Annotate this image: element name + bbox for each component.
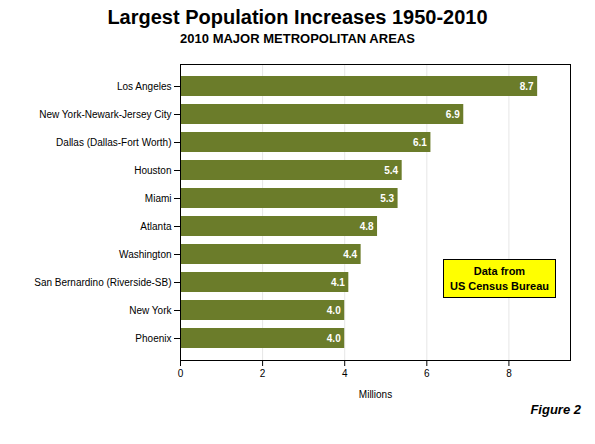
svg-text:5.3: 5.3 <box>380 193 394 204</box>
svg-text:5.4: 5.4 <box>384 165 398 176</box>
svg-text:4.0: 4.0 <box>327 333 341 344</box>
html-text:Figure 2: Figure 2 <box>530 402 581 417</box>
svg-text:Miami: Miami <box>145 193 172 204</box>
svg-text:Washington: Washington <box>119 249 171 260</box>
svg-text:Atlanta: Atlanta <box>140 221 172 232</box>
html-text:Largest Population Increases 1: Largest Population Increases 1950-2010 <box>107 6 488 28</box>
svg-text:0: 0 <box>178 368 184 379</box>
svg-text:Los Angeles: Los Angeles <box>117 81 172 92</box>
svg-text:2: 2 <box>260 368 266 379</box>
svg-text:San Bernardino (Riverside-SB): San Bernardino (Riverside-SB) <box>34 277 171 288</box>
svg-text:4.8: 4.8 <box>360 221 374 232</box>
svg-text:6.1: 6.1 <box>413 137 427 148</box>
svg-text:4: 4 <box>342 368 348 379</box>
svg-text:New York: New York <box>129 305 172 316</box>
svg-text:4.0: 4.0 <box>327 305 341 316</box>
svg-text:6: 6 <box>424 368 430 379</box>
svg-text:Houston: Houston <box>134 165 171 176</box>
html-text:2010 MAJOR METROPOLITAN AREAS: 2010 MAJOR METROPOLITAN AREAS <box>180 31 415 46</box>
svg-text:4.4: 4.4 <box>343 249 357 260</box>
svg-text:6.9: 6.9 <box>446 109 460 120</box>
svg-text:4.1: 4.1 <box>331 277 345 288</box>
svg-text:Phoenix: Phoenix <box>135 333 171 344</box>
html-text:Data from US Census Bureau: Data from US Census Bureau <box>450 265 549 292</box>
svg-text:Millions: Millions <box>359 389 392 400</box>
svg-text:Dallas (Dallas-Fort Worth): Dallas (Dallas-Fort Worth) <box>56 137 171 148</box>
svg-text:New York-Newark-Jersey City: New York-Newark-Jersey City <box>39 109 171 120</box>
svg-text:8: 8 <box>506 368 512 379</box>
svg-text:8.7: 8.7 <box>520 81 534 92</box>
